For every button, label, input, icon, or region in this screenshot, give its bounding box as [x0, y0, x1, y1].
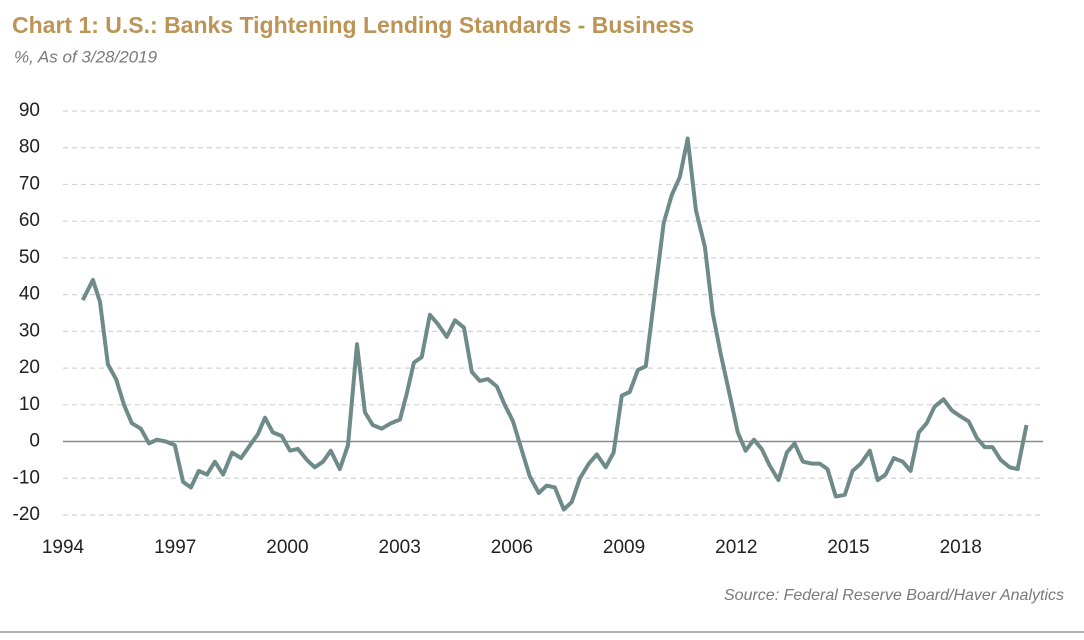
y-tick-label: 90 [19, 100, 40, 121]
chart-title: Chart 1: U.S.: Banks Tightening Lending … [12, 12, 694, 38]
x-tick-label: 2012 [715, 537, 757, 558]
chart-subtitle: %, As of 3/28/2019 [14, 47, 158, 66]
x-tick-label: 2000 [266, 537, 308, 558]
y-tick-label: 60 [19, 210, 40, 231]
data-line [81, 136, 1029, 512]
y-tick-label: -20 [13, 504, 40, 525]
x-tick-label: 2006 [491, 537, 533, 558]
y-tick-label: 50 [19, 247, 40, 268]
x-tick-label: 2009 [603, 537, 645, 558]
y-tick-label: 10 [19, 394, 40, 415]
y-tick-label: 80 [19, 137, 40, 158]
y-tick-label: 20 [19, 357, 40, 378]
x-tick-label: 1997 [154, 537, 196, 558]
x-tick-label: 2003 [379, 537, 421, 558]
source-note: Source: Federal Reserve Board/Haver Anal… [724, 587, 1064, 604]
y-tick-label: 40 [19, 284, 40, 305]
y-tick-label: 0 [29, 431, 40, 452]
x-tick-label: 1994 [42, 537, 85, 558]
y-tick-label: 30 [19, 320, 40, 341]
x-tick-label: 2015 [827, 537, 869, 558]
y-tick-label: 70 [19, 173, 40, 194]
x-tick-label: 2018 [940, 537, 982, 558]
y-tick-label: -10 [13, 467, 40, 488]
